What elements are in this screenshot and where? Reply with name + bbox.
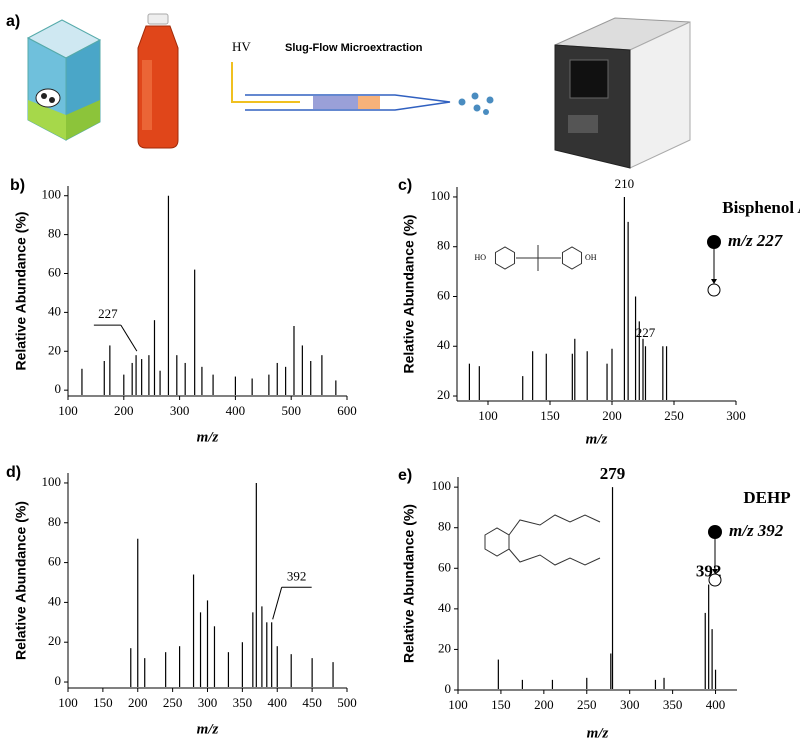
x-axis-label: m/z [197, 721, 219, 737]
panel-a-title: Slug-Flow Microextraction [285, 42, 423, 54]
structure-label: OH [585, 253, 597, 262]
arrow-head [711, 279, 717, 284]
y-tick-label: 40 [48, 303, 61, 318]
x-tick-label: 300 [198, 695, 218, 710]
compound-name: DEHP [743, 488, 790, 507]
x-tick-label: 250 [577, 697, 597, 712]
annotation: 227 [98, 306, 118, 321]
structure-chain [508, 514, 601, 536]
y-tick-label: 20 [48, 342, 61, 357]
y-tick-label: 0 [445, 681, 452, 696]
x-tick-label: 600 [337, 403, 357, 418]
annotation: 392 [287, 568, 307, 583]
precursor-ion [707, 235, 721, 249]
y-tick-label: 60 [438, 559, 451, 574]
y-tick-label: 20 [438, 640, 451, 655]
precursor-label: m/z 227 [728, 231, 784, 250]
x-tick-label: 100 [58, 403, 78, 418]
x-tick-label: 150 [540, 408, 560, 423]
x-tick-label: 100 [58, 695, 78, 710]
y-tick-label: 40 [438, 600, 451, 615]
structure-chain [508, 548, 601, 566]
juice-bottle [137, 13, 179, 149]
x-tick-label: 450 [302, 695, 322, 710]
y-tick-label: 80 [48, 226, 61, 241]
x-tick-label: 200 [602, 408, 622, 423]
x-tick-label: 400 [706, 697, 726, 712]
x-tick-label: 500 [337, 695, 357, 710]
x-axis-label: m/z [587, 725, 609, 741]
peak-label: 279 [600, 464, 626, 483]
structure-ring [561, 246, 583, 270]
capillary [231, 62, 494, 115]
x-tick-label: 100 [478, 408, 498, 423]
peak-label: 227 [636, 325, 656, 340]
y-tick-label: 40 [48, 593, 61, 608]
precursor-ion [708, 525, 722, 539]
y-tick-label: 80 [48, 514, 61, 529]
y-tick-label: 40 [437, 337, 450, 352]
x-axis-label: m/z [197, 429, 219, 445]
y-axis-label: Relative Abundance (%) [401, 215, 417, 374]
y-tick-label: 100 [431, 188, 451, 203]
x-tick-label: 200 [114, 403, 134, 418]
panel-label: b) [10, 177, 25, 194]
milk-carton [26, 19, 102, 141]
x-tick-label: 350 [663, 697, 683, 712]
x-tick-label: 150 [93, 695, 113, 710]
y-tick-label: 100 [432, 478, 452, 493]
arrow-head [712, 569, 718, 574]
peak-label: 210 [615, 176, 635, 191]
product-ion [708, 573, 722, 587]
x-tick-label: 500 [281, 403, 301, 418]
x-tick-label: 200 [534, 697, 554, 712]
leader [120, 324, 138, 352]
structure-ring [484, 527, 510, 557]
panel-label: e) [398, 467, 412, 484]
panel-label: a) [6, 13, 20, 30]
y-axis-label: Relative Abundance (%) [13, 212, 29, 371]
y-tick-label: 0 [55, 673, 62, 688]
y-tick-label: 80 [437, 238, 450, 253]
y-tick-label: 0 [55, 381, 62, 396]
hv-label: HV [232, 39, 251, 54]
y-axis-label: Relative Abundance (%) [401, 504, 417, 663]
y-tick-label: 100 [42, 474, 62, 489]
x-tick-label: 200 [128, 695, 148, 710]
x-tick-label: 400 [268, 695, 288, 710]
x-tick-label: 300 [170, 403, 190, 418]
x-tick-label: 250 [163, 695, 183, 710]
product-ion [707, 283, 721, 297]
instrument [554, 17, 691, 169]
precursor-label: m/z 392 [729, 521, 784, 540]
y-tick-label: 20 [437, 387, 450, 402]
panel-label: d) [6, 464, 21, 481]
x-tick-label: 300 [726, 408, 746, 423]
panel-label: c) [398, 177, 412, 194]
y-tick-label: 60 [437, 287, 450, 302]
compound-name: Bisphenol A [722, 198, 800, 217]
x-tick-label: 100 [448, 697, 468, 712]
x-tick-label: 400 [226, 403, 246, 418]
y-axis-label: Relative Abundance (%) [13, 501, 29, 660]
y-tick-label: 60 [48, 554, 61, 569]
leader [272, 587, 283, 620]
structure-label: HO [474, 253, 486, 262]
y-tick-label: 60 [48, 264, 61, 279]
structure-ring [494, 246, 516, 270]
x-axis-label: m/z [586, 431, 608, 447]
y-tick-label: 20 [48, 633, 61, 648]
x-tick-label: 300 [620, 697, 640, 712]
x-tick-label: 150 [491, 697, 511, 712]
x-tick-label: 250 [664, 408, 684, 423]
y-tick-label: 100 [42, 187, 62, 202]
y-tick-label: 80 [438, 519, 451, 534]
x-tick-label: 350 [233, 695, 253, 710]
